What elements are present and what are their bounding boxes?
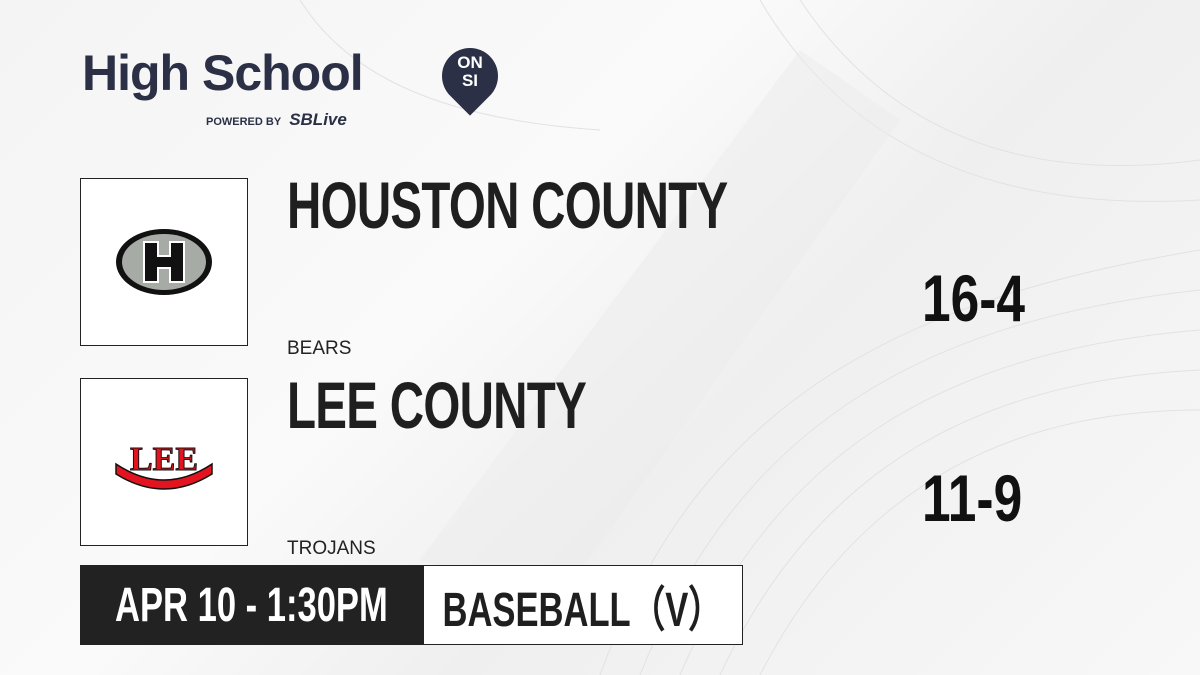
svg-text:LEE: LEE xyxy=(130,441,198,478)
team-logo-lee-county: LEE xyxy=(80,378,248,546)
team-logo-houston-county xyxy=(80,178,248,346)
brand-logo: High School ON SI POWERED BY SBLive xyxy=(82,36,510,129)
game-info-bar: APR 10 - 1:30PM BASEBALL（V） xyxy=(80,565,743,645)
game-sport: BASEBALL（V） xyxy=(423,565,743,645)
lee-logo-icon: LEE xyxy=(115,441,213,490)
team-mascot-away: TROJANS xyxy=(287,538,376,559)
on-si-badge: ON SI xyxy=(457,53,483,90)
team-record-home: 16-4 xyxy=(922,261,1026,335)
game-datetime: APR 10 - 1:30PM xyxy=(80,565,423,645)
team-record-away: 11-9 xyxy=(922,461,1023,535)
sblive-logo: SBLive xyxy=(289,110,347,129)
brand-title: High School xyxy=(82,45,364,101)
powered-by: POWERED BY SBLive xyxy=(206,110,347,129)
houston-h-logo-icon xyxy=(116,229,212,295)
team-name-away: LEE COUNTY xyxy=(287,368,587,442)
team-mascot-home: BEARS xyxy=(287,338,352,359)
team-name-home: HOUSTON COUNTY xyxy=(287,168,728,242)
